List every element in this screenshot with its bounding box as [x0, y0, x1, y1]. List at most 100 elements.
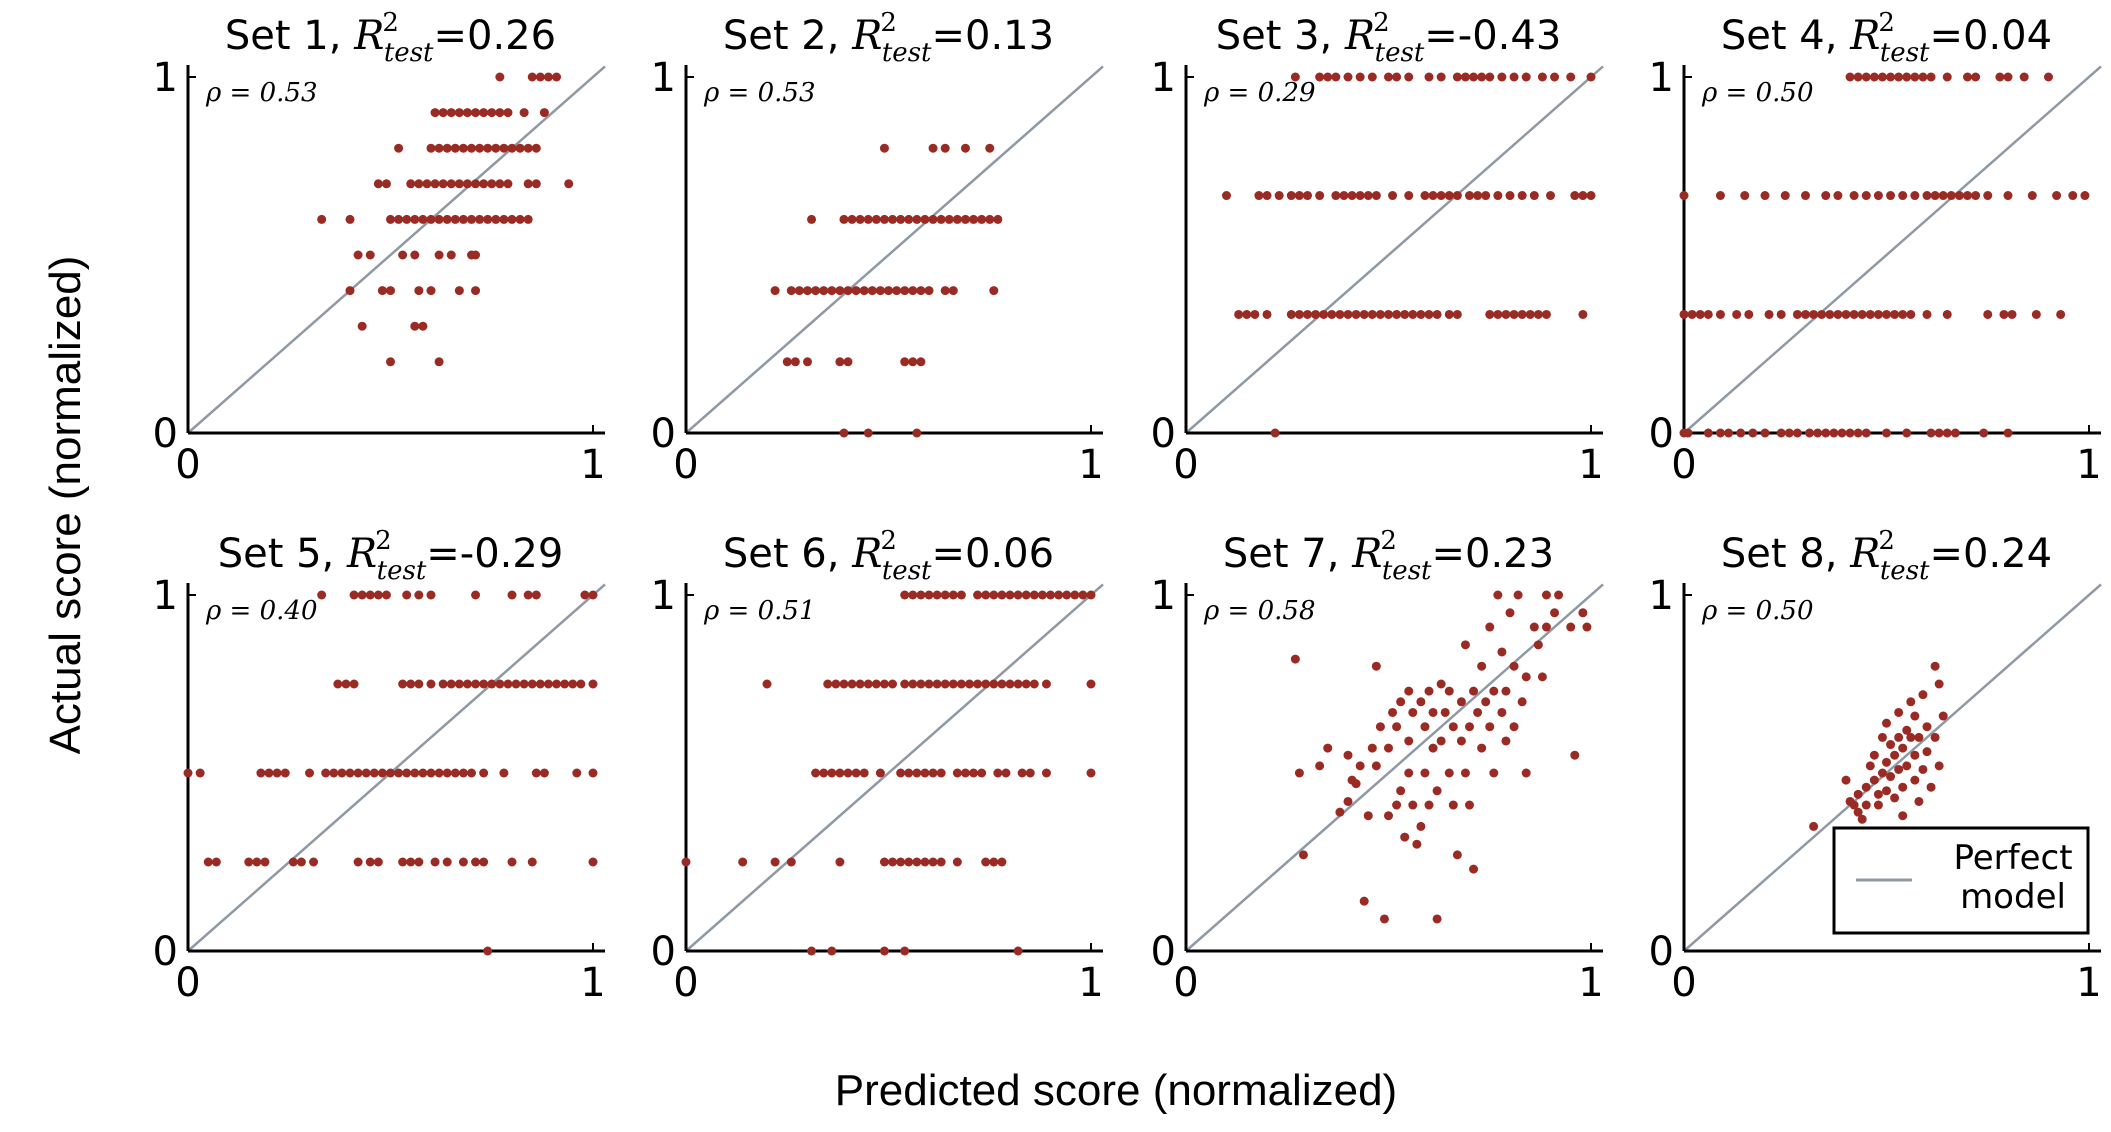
data-point	[1444, 686, 1454, 696]
panel-title: Set 7, R2 test=0.23	[1223, 526, 1554, 586]
data-point	[1222, 191, 1231, 201]
data-point	[863, 214, 873, 224]
panel-title-subscript: test	[882, 38, 932, 68]
data-point	[952, 768, 962, 778]
panel-title-superscript: 2	[382, 8, 399, 38]
data-point	[543, 72, 553, 82]
data-point	[527, 72, 537, 82]
data-point	[410, 321, 420, 331]
data-point	[997, 679, 1007, 689]
data-point	[1578, 309, 1588, 319]
data-point	[1041, 679, 1051, 689]
data-point	[454, 108, 464, 118]
data-point	[1541, 309, 1551, 319]
data-point	[381, 590, 391, 600]
data-point	[1481, 191, 1491, 201]
data-point	[1517, 191, 1527, 201]
data-point	[211, 857, 221, 867]
data-point	[928, 768, 938, 778]
data-point	[1013, 679, 1023, 689]
data-point	[487, 108, 497, 118]
data-point	[531, 143, 541, 153]
data-point	[1586, 72, 1596, 82]
data-point	[1849, 191, 1859, 201]
data-point	[244, 857, 254, 867]
data-point	[527, 679, 537, 689]
data-point	[373, 590, 383, 600]
data-point	[418, 768, 428, 778]
data-point	[851, 768, 861, 778]
data-point	[1882, 757, 1891, 767]
data-point	[936, 214, 946, 224]
data-point	[588, 768, 598, 778]
perfect-model-line	[1185, 65, 1604, 434]
panel-title-subscript: test	[882, 556, 932, 586]
data-point	[1873, 800, 1883, 810]
data-point	[1384, 811, 1393, 821]
data-point	[1339, 191, 1349, 201]
data-point	[1760, 191, 1770, 201]
data-point	[1902, 761, 1912, 771]
data-point	[1351, 309, 1361, 319]
data-point	[1086, 590, 1096, 600]
data-point	[989, 679, 999, 689]
data-point	[329, 768, 339, 778]
x-tick-label: 0	[673, 442, 698, 488]
data-point	[1465, 800, 1474, 810]
data-point	[1780, 191, 1790, 201]
data-point	[414, 857, 424, 867]
x-tick-label: 1	[580, 960, 605, 1006]
data-point	[1821, 191, 1831, 201]
data-point	[386, 357, 395, 367]
data-point	[1384, 309, 1393, 319]
y-tick-label: 0	[153, 411, 178, 457]
data-point	[1456, 736, 1466, 746]
data-point	[1444, 768, 1454, 778]
data-point	[321, 768, 331, 778]
data-point	[519, 679, 529, 689]
data-point	[471, 590, 481, 600]
data-point	[924, 590, 934, 600]
data-point	[1894, 732, 1904, 742]
rho-annotation: ρ = 0.50	[1701, 596, 1814, 626]
data-point	[790, 357, 800, 367]
data-point	[912, 428, 922, 438]
data-point	[843, 768, 853, 778]
data-point	[1392, 309, 1402, 319]
data-point	[1460, 72, 1470, 82]
data-point	[483, 143, 493, 153]
data-point	[762, 679, 772, 689]
data-point	[414, 286, 424, 296]
data-point	[1898, 743, 1908, 753]
data-point	[1343, 72, 1353, 82]
panel-title-r-symbol: R	[1351, 531, 1382, 577]
data-point	[349, 679, 359, 689]
data-point	[386, 768, 395, 778]
data-point	[952, 214, 962, 224]
data-point	[539, 768, 549, 778]
data-point	[1046, 590, 1055, 600]
data-point	[1578, 608, 1588, 618]
data-point	[1379, 914, 1389, 924]
data-point	[1262, 309, 1272, 319]
data-point	[317, 590, 327, 600]
data-point	[1926, 428, 1936, 438]
data-point	[807, 946, 817, 956]
data-point	[851, 286, 861, 296]
data-point	[406, 857, 416, 867]
data-point	[997, 590, 1007, 600]
data-point	[1894, 707, 1904, 717]
data-point	[1995, 72, 2005, 82]
data-point	[1428, 191, 1438, 201]
data-point	[916, 286, 926, 296]
data-point	[1926, 72, 1936, 82]
data-point	[871, 214, 881, 224]
data-point	[900, 286, 910, 296]
data-point	[794, 286, 804, 296]
data-point	[450, 143, 460, 153]
data-point	[1444, 309, 1454, 319]
data-point	[1017, 768, 1027, 778]
data-point	[681, 857, 691, 867]
data-point	[803, 357, 812, 367]
data-point	[1274, 191, 1284, 201]
